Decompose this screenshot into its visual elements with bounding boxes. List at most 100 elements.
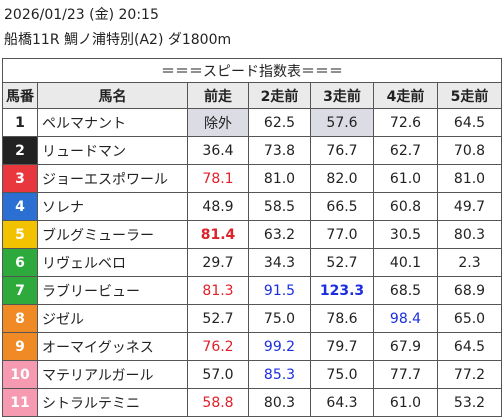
speed-index: 123.3	[310, 276, 374, 305]
speed-index: 76.7	[310, 136, 374, 165]
horse-row: 3 ジョーエスポワール 78.1 81.0 82.0 61.0 81.0	[2, 164, 503, 193]
speed-index: 29.7	[187, 248, 249, 277]
speed-index: 68.5	[373, 276, 438, 305]
speed-index: 81.3	[187, 276, 249, 305]
horse-number: 10	[2, 360, 38, 389]
speed-index: 80.3	[436, 220, 503, 249]
speed-index: 68.9	[436, 276, 503, 305]
speed-index: 82.0	[310, 164, 374, 193]
speed-index: 62.7	[373, 136, 438, 165]
horse-number: 8	[2, 304, 38, 333]
speed-index: 58.8	[187, 388, 249, 417]
horse-name: ブルグミューラー	[37, 220, 188, 249]
speed-index: 64.5	[436, 108, 503, 137]
speed-index: 77.0	[310, 220, 374, 249]
horse-row: 5 ブルグミューラー 81.4 63.2 77.0 30.5 80.3	[2, 220, 503, 249]
speed-index: 48.9	[187, 192, 249, 221]
speed-index: 58.5	[248, 192, 311, 221]
horse-number: 11	[2, 388, 38, 417]
horse-number: 7	[2, 276, 38, 305]
speed-index: 75.0	[310, 360, 374, 389]
speed-index: 34.3	[248, 248, 311, 277]
horse-name: シトラルテミニ	[37, 388, 188, 417]
speed-index: 57.0	[187, 360, 249, 389]
speed-index: 61.0	[373, 164, 438, 193]
horse-number: 1	[2, 108, 38, 137]
speed-index: 67.9	[373, 332, 438, 361]
speed-index: 77.2	[436, 360, 503, 389]
speed-index: 61.0	[373, 388, 438, 417]
speed-index: 77.7	[373, 360, 438, 389]
speed-index: 76.2	[187, 332, 249, 361]
horse-row: 10 マテリアルガール 57.0 85.3 75.0 77.7 77.2	[2, 360, 503, 389]
column-header: 4走前	[373, 82, 438, 109]
speed-index: 75.0	[248, 304, 311, 333]
horse-row: 7 ラブリービュー 81.3 91.5 123.3 68.5 68.9	[2, 276, 503, 305]
speed-index: 52.7	[310, 248, 374, 277]
horse-row: 11 シトラルテミニ 58.8 80.3 64.3 61.0 53.2	[2, 388, 503, 417]
speed-index: 2.3	[436, 248, 503, 277]
column-header: 前走	[187, 82, 249, 109]
speed-index: 64.3	[310, 388, 374, 417]
column-header: 馬名	[37, 82, 188, 109]
speed-table: ＝＝＝スピード指数表＝＝＝ 馬番 馬名 前走 2走前 3走前 4走前 5走前 1 ペルマナント 除外…	[1, 58, 503, 417]
speed-index: 64.5	[436, 332, 503, 361]
horse-row: 9 オーマイグッネス 76.2 99.2 79.7 67.9 64.5	[2, 332, 503, 361]
horse-name: ジゼル	[37, 304, 188, 333]
race-name: 船橋11R 鯛ノ浦特別(A2) ダ1800m	[4, 32, 232, 48]
speed-index: 85.3	[248, 360, 311, 389]
horse-name: ラブリービュー	[37, 276, 188, 305]
horse-number: 6	[2, 248, 38, 277]
horse-number: 5	[2, 220, 38, 249]
speed-index: 79.7	[310, 332, 374, 361]
speed-index: 62.5	[248, 108, 311, 137]
horse-number: 4	[2, 192, 38, 221]
speed-index: 65.0	[436, 304, 503, 333]
header-row: 馬番 馬名 前走 2走前 3走前 4走前 5走前	[2, 82, 503, 109]
horse-row: 8 ジゼル 52.7 75.0 78.6 98.4 65.0	[2, 304, 503, 333]
horse-number: 2	[2, 136, 38, 165]
speed-index: 91.5	[248, 276, 311, 305]
horse-name: リュードマン	[37, 136, 188, 165]
speed-index: 72.6	[373, 108, 438, 137]
horse-name: リヴェルベロ	[37, 248, 188, 277]
horse-row: 4 ソレナ 48.9 58.5 66.5 60.8 49.7	[2, 192, 503, 221]
column-header: 2走前	[248, 82, 311, 109]
horse-number: 3	[2, 164, 38, 193]
horse-name: ソレナ	[37, 192, 188, 221]
speed-index: 30.5	[373, 220, 438, 249]
horse-name: マテリアルガール	[37, 360, 188, 389]
speed-index: 66.5	[310, 192, 374, 221]
horse-row: 1 ペルマナント 除外 62.5 57.6 72.6 64.5	[2, 108, 503, 137]
speed-index: 60.8	[373, 192, 438, 221]
horse-name: ジョーエスポワール	[37, 164, 188, 193]
race-date: 2026/01/23 (金) 20:15	[4, 7, 159, 23]
speed-index: 63.2	[248, 220, 311, 249]
speed-index: 57.6	[310, 108, 374, 137]
horse-name: ペルマナント	[37, 108, 188, 137]
speed-index: 81.0	[248, 164, 311, 193]
horse-number: 9	[2, 332, 38, 361]
speed-index: 81.4	[187, 220, 249, 249]
speed-index: 73.8	[248, 136, 311, 165]
column-header: 3走前	[310, 82, 374, 109]
speed-index: 36.4	[187, 136, 249, 165]
table-title: ＝＝＝スピード指数表＝＝＝	[1, 58, 503, 83]
speed-index: 98.4	[373, 304, 438, 333]
horse-row: 2 リュードマン 36.4 73.8 76.7 62.7 70.8	[2, 136, 503, 165]
speed-index: 80.3	[248, 388, 311, 417]
column-header: 馬番	[2, 82, 38, 109]
page: 2026/01/23 (金) 20:15 船橋11R 鯛ノ浦特別(A2) ダ18…	[1, 7, 503, 417]
speed-index: 70.8	[436, 136, 503, 165]
horse-name: オーマイグッネス	[37, 332, 188, 361]
speed-index: 除外	[187, 108, 249, 137]
speed-index: 40.1	[373, 248, 438, 277]
speed-index: 53.2	[436, 388, 503, 417]
column-header: 5走前	[436, 82, 503, 109]
speed-index: 52.7	[187, 304, 249, 333]
speed-index: 49.7	[436, 192, 503, 221]
speed-index: 78.6	[310, 304, 374, 333]
speed-index: 99.2	[248, 332, 311, 361]
horse-row: 6 リヴェルベロ 29.7 34.3 52.7 40.1 2.3	[2, 248, 503, 277]
speed-index: 78.1	[187, 164, 249, 193]
